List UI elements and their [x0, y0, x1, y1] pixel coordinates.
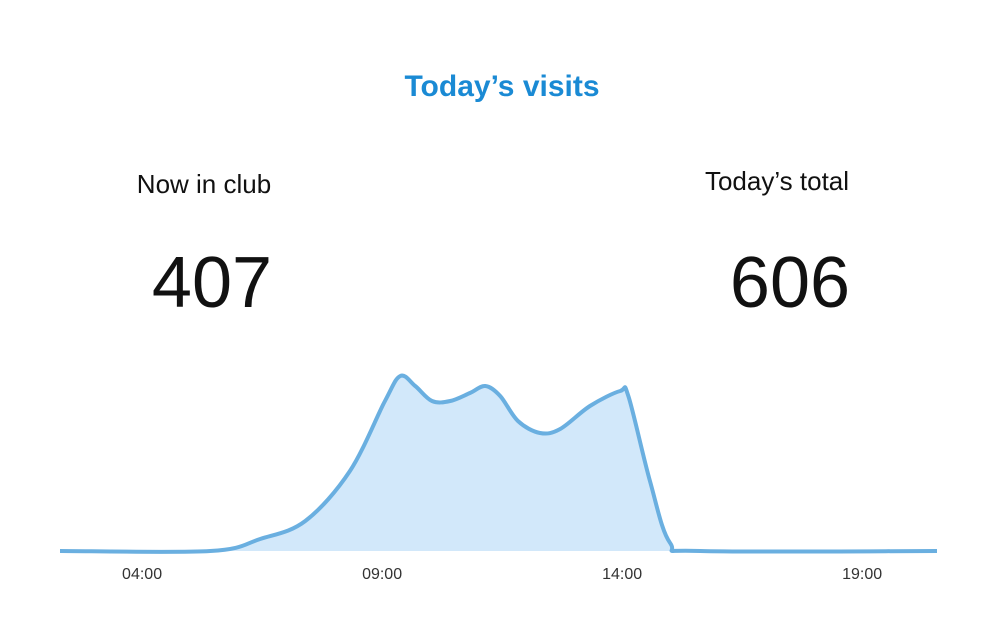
stat-label: Now in club [137, 169, 271, 199]
area-fill [60, 375, 937, 552]
stat-label: Today’s total [705, 166, 849, 196]
x-tick-label: 19:00 [842, 566, 882, 583]
area-line [59, 373, 938, 554]
x-tick-label: 14:00 [602, 566, 642, 583]
x-tick-label: 09:00 [362, 566, 402, 583]
x-tick-label: 04:00 [122, 566, 162, 583]
title: Today’s visits [404, 70, 599, 103]
stat-value: 407 [152, 243, 272, 323]
stat-value: 606 [730, 243, 850, 323]
